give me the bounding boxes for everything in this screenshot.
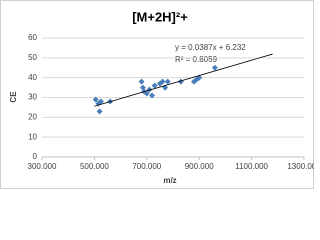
point	[138, 78, 145, 85]
point	[159, 78, 166, 85]
annotation: y = 0.0387x + 6.232	[175, 43, 246, 52]
point	[96, 108, 103, 115]
point	[143, 90, 150, 97]
point	[97, 98, 104, 105]
x-tick-label: 1100.000	[235, 162, 268, 171]
y-tick-label: 50	[28, 53, 37, 62]
y-tick-label: 30	[28, 93, 37, 102]
trendline	[94, 53, 273, 107]
point	[164, 78, 171, 85]
chart-title: [M+2H]²+	[132, 9, 188, 24]
x-axis-label: m/z	[163, 176, 176, 185]
page: [M+2H]²+ m/z CE y = 0.0387x + 6.232 R² =…	[0, 0, 314, 189]
x-tick-label: 300.000	[28, 162, 57, 171]
x-tick-label: 500.000	[80, 162, 109, 171]
chart-border	[0, 0, 314, 189]
y-tick-label: 10	[28, 132, 37, 141]
y-tick-label: 20	[28, 112, 37, 121]
point	[149, 92, 156, 99]
annotation: R² = 0.8059	[175, 55, 218, 64]
point	[211, 64, 218, 71]
chart: [M+2H]²+ m/z CE y = 0.0387x + 6.232 R² =…	[0, 0, 314, 189]
y-tick-label: 0	[33, 152, 38, 161]
y-axis-label: CE	[9, 91, 18, 103]
point	[146, 86, 153, 93]
x-tick-label: 900.000	[185, 162, 214, 171]
point	[151, 82, 158, 89]
x-tick-label: 700.000	[132, 162, 161, 171]
x-tick-label: 1300.000	[287, 162, 314, 171]
y-tick-label: 60	[28, 33, 37, 42]
point	[92, 96, 99, 103]
y-tick-label: 40	[28, 73, 37, 82]
